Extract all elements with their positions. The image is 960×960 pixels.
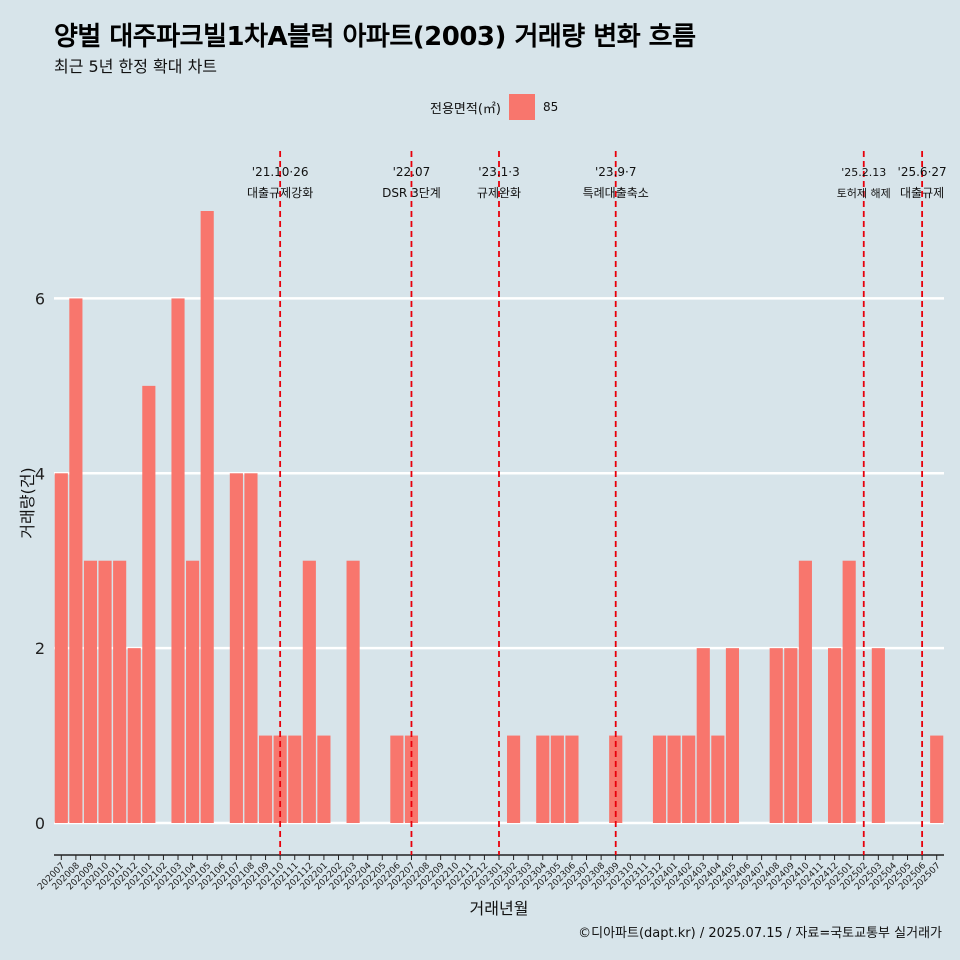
bar-202110 — [273, 735, 287, 823]
bar-202408 — [769, 648, 783, 823]
bar-202309 — [609, 735, 623, 823]
event-date-label: '25.6·27 — [898, 165, 947, 179]
event-date-label: '25.2.13 — [841, 166, 886, 179]
event-name-label: 토허제 해제 — [837, 186, 891, 200]
bar-202112 — [302, 560, 316, 823]
bar-202305 — [550, 735, 564, 823]
bar-202402 — [682, 735, 696, 823]
bar-202007 — [54, 473, 68, 823]
bar-202107 — [229, 473, 243, 823]
bar-202302 — [507, 735, 521, 823]
bar-202312 — [652, 735, 667, 823]
bar-202104 — [186, 560, 200, 823]
bar-202201 — [317, 735, 331, 823]
event-name-label: 대출규제강화 — [247, 186, 313, 200]
y-tick-label: 0 — [35, 814, 45, 833]
bar-202011 — [113, 560, 127, 823]
bar-202507 — [930, 735, 944, 823]
bar-202503 — [871, 648, 885, 823]
bar-202103 — [171, 298, 185, 823]
bar-202304 — [536, 735, 550, 823]
bar-202501 — [842, 560, 856, 823]
bar-202108 — [244, 473, 258, 823]
chart-title: 양벌 대주파크빌1차A블럭 아파트(2003) 거래량 변화 흐름 — [54, 22, 696, 52]
bar-202010 — [98, 560, 112, 823]
bar-202405 — [725, 648, 740, 823]
bar-202206 — [390, 735, 404, 823]
event-date-label: '23.1·3 — [478, 165, 519, 179]
bar-202111 — [288, 735, 302, 823]
legend-label-85: 85 — [542, 100, 559, 114]
y-tick-label: 4 — [35, 464, 45, 483]
bar-202012 — [127, 648, 141, 823]
chart-subtitle: 최근 5년 한정 확대 차트 — [54, 57, 218, 76]
bar-202101 — [142, 385, 156, 823]
y-tick-label: 2 — [35, 639, 45, 658]
bar-202306 — [565, 735, 579, 823]
bar-202207 — [404, 735, 419, 823]
event-name-label: DSR 3단계 — [382, 186, 441, 200]
y-tick-label: 6 — [35, 289, 45, 308]
legend: 전용면적(㎡) 85 — [430, 93, 558, 121]
bar-202401 — [667, 735, 681, 823]
bar-202409 — [784, 648, 798, 823]
event-name-label: 규제완화 — [477, 186, 521, 200]
bar-202410 — [798, 560, 812, 823]
y-axis-title: 거래량(건) — [18, 467, 37, 538]
legend-title: 전용면적(㎡) — [430, 101, 501, 117]
bar-202403 — [696, 648, 710, 823]
source-caption: ©디아파트(dapt.kr) / 2025.07.15 / 자료=국토교통부 실… — [578, 926, 942, 941]
event-date-label: '23.9·7 — [595, 165, 636, 179]
bar-202109 — [258, 735, 273, 823]
event-name-label: 특례대출축소 — [583, 186, 649, 200]
x-axis-title: 거래년월 — [470, 899, 529, 918]
bar-202105 — [200, 211, 214, 823]
event-name-label: 대출규제 — [900, 186, 944, 200]
bar-202412 — [828, 648, 842, 823]
bar-202404 — [711, 735, 725, 823]
bar-202009 — [83, 560, 98, 823]
event-date-label: '22.07 — [393, 165, 431, 179]
event-date-label: '21.10·26 — [252, 165, 309, 179]
bar-202008 — [69, 298, 83, 823]
bar-202203 — [346, 560, 360, 823]
legend-swatch-85 — [508, 94, 535, 120]
